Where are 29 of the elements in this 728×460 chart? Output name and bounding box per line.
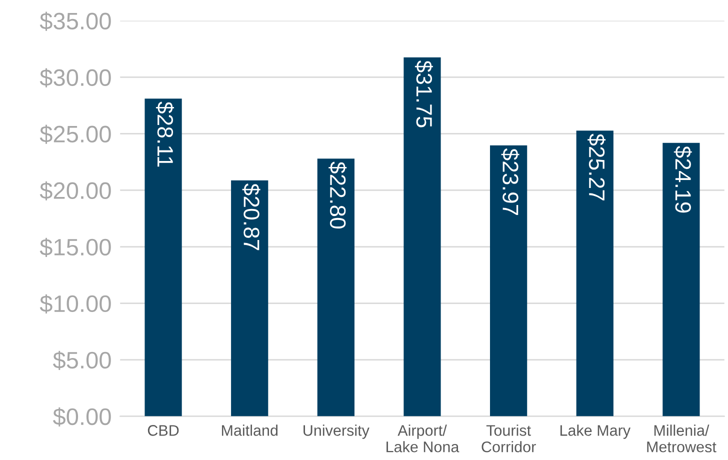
y-tick-label: $25.00 bbox=[40, 124, 111, 144]
bar bbox=[317, 158, 354, 416]
data-label: $28.11 bbox=[156, 102, 174, 167]
y-tick-label: $20.00 bbox=[40, 181, 111, 200]
x-tick-label: Lake Mary bbox=[560, 424, 631, 439]
data-label: $20.87 bbox=[242, 183, 260, 250]
x-tick-label: Tourist Corridor bbox=[482, 424, 536, 452]
bar bbox=[576, 130, 614, 416]
bar bbox=[144, 98, 182, 416]
x-tick-label: Maitland bbox=[222, 424, 278, 436]
bar bbox=[231, 180, 268, 416]
y-tick-label: $15.00 bbox=[40, 238, 111, 257]
x-tick-label: University bbox=[304, 424, 370, 439]
bar bbox=[662, 142, 700, 416]
data-label: $24.19 bbox=[674, 146, 692, 213]
x-tick-label: Airport/ Lake Nona bbox=[386, 424, 460, 452]
data-label: $23.97 bbox=[501, 148, 520, 216]
y-tick-label: $10.00 bbox=[40, 294, 111, 314]
y-tick-label: $5.00 bbox=[52, 350, 111, 370]
bar bbox=[404, 57, 441, 416]
y-tick-label: $35.00 bbox=[40, 12, 111, 31]
data-label: $31.75 bbox=[414, 60, 433, 128]
x-tick-label: Millenia/ Metrowest bbox=[647, 424, 716, 452]
bar bbox=[490, 145, 528, 416]
y-tick-label: $30.00 bbox=[40, 68, 111, 88]
data-label: $25.27 bbox=[588, 134, 606, 200]
y-tick-label: $0.00 bbox=[52, 407, 111, 426]
x-tick-label: CBD bbox=[148, 425, 179, 436]
data-label: $22.80 bbox=[328, 162, 347, 229]
